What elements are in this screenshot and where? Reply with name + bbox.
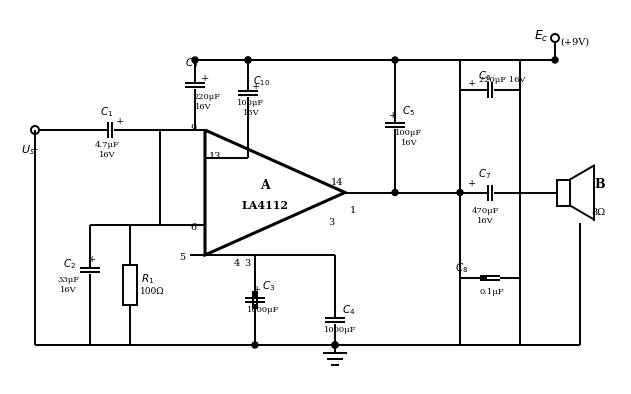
Circle shape bbox=[245, 57, 251, 63]
Text: $R_1$: $R_1$ bbox=[141, 272, 155, 286]
Text: 1000μF: 1000μF bbox=[324, 326, 357, 334]
Text: 100μF: 100μF bbox=[237, 99, 264, 107]
Text: (+9V): (+9V) bbox=[560, 37, 589, 46]
Text: 4: 4 bbox=[234, 258, 240, 268]
Text: 100μF: 100μF bbox=[396, 129, 423, 137]
Text: 220μF: 220μF bbox=[194, 93, 221, 101]
Text: 470μF: 470μF bbox=[471, 206, 498, 214]
Text: $C_2$: $C_2$ bbox=[64, 257, 76, 271]
Text: 16V: 16V bbox=[98, 151, 115, 159]
Circle shape bbox=[392, 57, 398, 63]
Text: +: + bbox=[201, 74, 209, 82]
Circle shape bbox=[332, 342, 338, 348]
Text: B: B bbox=[594, 178, 605, 191]
Text: 1000μF: 1000μF bbox=[247, 306, 280, 314]
Text: $C_1$: $C_1$ bbox=[100, 105, 114, 119]
Bar bbox=[557, 180, 570, 206]
Text: +: + bbox=[468, 179, 476, 188]
Text: 33μF: 33μF bbox=[57, 276, 79, 284]
Text: $C_8$: $C_8$ bbox=[456, 261, 469, 275]
Circle shape bbox=[252, 342, 258, 348]
Circle shape bbox=[192, 57, 198, 63]
Text: 220μF 16V: 220μF 16V bbox=[479, 76, 525, 84]
Text: 16V: 16V bbox=[60, 286, 76, 294]
Text: 3: 3 bbox=[244, 258, 250, 268]
Circle shape bbox=[245, 57, 251, 63]
Text: +: + bbox=[116, 117, 124, 126]
Text: 14: 14 bbox=[331, 178, 343, 186]
Text: $C_3$: $C_3$ bbox=[262, 279, 276, 293]
Text: 3: 3 bbox=[328, 218, 334, 227]
Text: 13: 13 bbox=[209, 152, 221, 160]
Text: +: + bbox=[252, 82, 260, 91]
Text: $C_5$: $C_5$ bbox=[403, 104, 416, 118]
Text: $C_{10}$: $C_{10}$ bbox=[254, 74, 271, 88]
Circle shape bbox=[552, 57, 558, 63]
Text: 16V: 16V bbox=[476, 216, 493, 225]
Text: $C_4$: $C_4$ bbox=[342, 303, 356, 317]
Text: A: A bbox=[260, 178, 270, 191]
Text: +: + bbox=[389, 110, 397, 119]
Text: 16V: 16V bbox=[401, 139, 417, 147]
Text: 100Ω: 100Ω bbox=[139, 286, 164, 296]
Text: 6: 6 bbox=[190, 223, 196, 232]
Text: 9: 9 bbox=[190, 123, 196, 132]
Text: 16V: 16V bbox=[195, 103, 211, 111]
Text: 16V: 16V bbox=[243, 109, 259, 117]
Circle shape bbox=[392, 190, 398, 195]
Circle shape bbox=[332, 342, 338, 348]
Text: 1: 1 bbox=[350, 206, 356, 215]
Bar bbox=[123, 265, 137, 305]
Text: +: + bbox=[88, 255, 96, 264]
Text: 0.1μF: 0.1μF bbox=[480, 288, 504, 296]
Text: +: + bbox=[253, 286, 261, 294]
Text: $U_{sr}$: $U_{sr}$ bbox=[21, 143, 39, 157]
Text: LA4112: LA4112 bbox=[242, 199, 288, 210]
Text: $E_c$: $E_c$ bbox=[534, 28, 548, 44]
Text: 8Ω: 8Ω bbox=[591, 208, 605, 217]
Circle shape bbox=[457, 190, 463, 195]
Text: $C_6$: $C_6$ bbox=[478, 69, 492, 83]
Text: 4.7μF: 4.7μF bbox=[95, 141, 119, 149]
Text: $C_7$: $C_7$ bbox=[478, 167, 492, 181]
Text: +: + bbox=[468, 78, 476, 87]
Text: $C_9$: $C_9$ bbox=[186, 56, 199, 70]
Text: 5: 5 bbox=[179, 253, 185, 262]
